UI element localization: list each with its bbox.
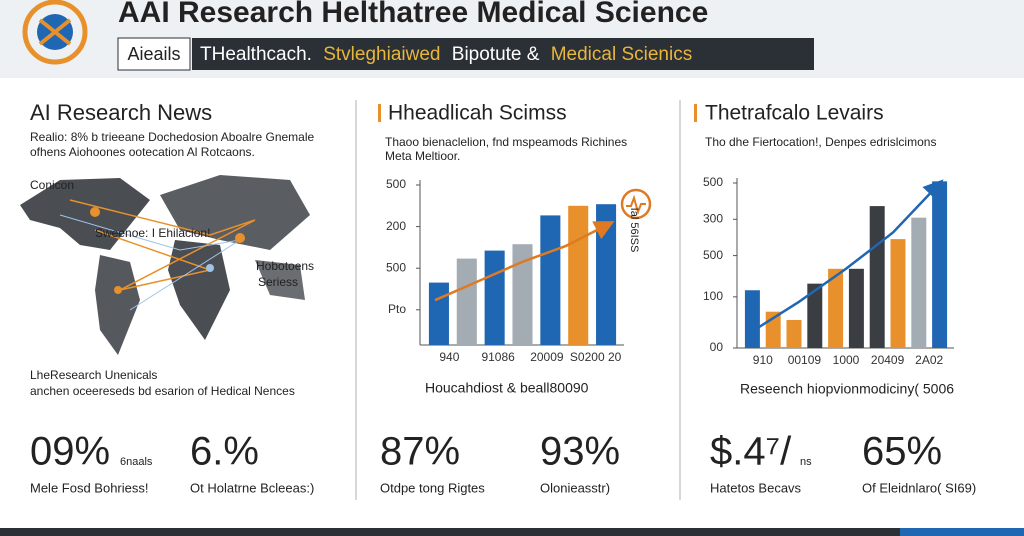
chart-title: Thetrafcalo Levairs (705, 102, 884, 125)
tag-box (117, 37, 191, 71)
map-label: Seriess (258, 275, 298, 289)
subtitle-part: Bipotute & (452, 44, 540, 65)
x-tick-label: 2A02 (915, 353, 943, 367)
x-tick-label: 20409 (871, 353, 905, 367)
bar (828, 268, 844, 348)
y-tick-label: Pto (388, 302, 406, 316)
news-footer: anchen oceereseds bd esarion of Hedical … (30, 384, 295, 398)
news-footer: LheResearch Unenicals (30, 368, 157, 382)
news-title: AI Research News (30, 100, 212, 125)
header-tag: Aieails (127, 44, 180, 64)
stat-value: 87% (380, 430, 460, 474)
bar (848, 268, 864, 348)
bar (869, 206, 885, 348)
stat-label: Otdpe tong Rigtes (380, 480, 485, 495)
map-label: Hobotoens (256, 259, 314, 273)
bar (807, 283, 823, 348)
news-line: ofhens Aiohoones ootecation Al Rotcaons. (30, 145, 255, 159)
map-label: Conicon (30, 178, 74, 192)
header-title: AAI Research Helthatree Medical Science (118, 0, 708, 29)
x-tick-label: 940 (439, 350, 459, 364)
bar (484, 250, 505, 345)
x-tick-label: 910 (753, 353, 773, 367)
footer-bar (0, 528, 1024, 536)
bar (786, 319, 802, 348)
stat-label: Olonieasstr) (540, 480, 610, 495)
accent (694, 104, 697, 122)
bar (428, 282, 449, 345)
chart-legend: Houcahdiost & beall80090 (425, 380, 589, 396)
stat-label: Ot Holatrne Bcleeas:) (190, 480, 314, 495)
bar (456, 258, 477, 345)
y-tick-label: 00 (710, 340, 724, 354)
bar (568, 205, 589, 345)
bar (596, 204, 617, 345)
x-tick-label: 91086 (481, 350, 515, 364)
accent (378, 104, 381, 122)
y-tick-label: 300 (703, 211, 723, 225)
stat-value: 6.% (190, 430, 259, 474)
stat-value: 65% (862, 430, 942, 474)
subtitle-part: Medical Scienics (551, 44, 693, 65)
bar (540, 215, 561, 345)
stat-value: $.4⁷/ (710, 430, 792, 474)
footer-accent (900, 528, 1024, 536)
header-subtitle: THealthcach. Stvleghiaiwed Bipotute & Me… (200, 44, 692, 65)
chart-legend: Reseench hiopvionmodiciny( 5006 (740, 381, 954, 397)
y-tick-label: 500 (386, 260, 406, 274)
bar (512, 244, 533, 345)
stat-note: ns (800, 456, 812, 468)
stat-value: 93% (540, 430, 620, 474)
stat-label: Of Eleidnlaro( SI69) (862, 480, 976, 495)
stat-label: Hatetos Becavs (710, 480, 802, 495)
chart-title: Hheadlicah Scimss (388, 102, 567, 125)
y-tick-label: 500 (703, 175, 723, 189)
trend-line (751, 179, 944, 333)
subtitle-part: Stvleghiaiwed (323, 44, 440, 65)
y-tick-label: 100 (703, 289, 723, 303)
news-line: Realio: 8% b trieeane Dochedosion Aboalr… (30, 130, 315, 144)
icon (626, 194, 646, 216)
chart-subtitle: Thaoo bienaclelion, fnd mspeamods Richin… (385, 135, 627, 149)
bar (744, 290, 760, 348)
y-tick-label: 200 (386, 219, 406, 233)
x-tick-label: 1000 (833, 353, 860, 367)
y-tick-label: 500 (386, 177, 406, 191)
chart-subtitle: Tho dhe Fiertocation!, Denpes edrislcimo… (705, 135, 936, 149)
x-tick-label: 20009 (530, 350, 564, 364)
side-label: Ial 56ISS (628, 208, 640, 253)
world-map (20, 175, 310, 355)
chart-subtitle: Meta Meltioor. (385, 149, 460, 163)
map-label: Sweenoe: I Ehilacion! (95, 226, 210, 240)
stat-value: 09% (30, 430, 110, 474)
x-tick-label: 00109 (788, 353, 822, 367)
subtitle-bar (192, 38, 814, 70)
y-tick-label: 500 (703, 248, 723, 262)
bar (890, 239, 906, 348)
x-tick-label: S0200 20 (570, 350, 622, 364)
bar (932, 181, 948, 348)
stat-note: 6naals (120, 456, 153, 468)
stat-label: Mele Fosd Bohriess! (30, 480, 149, 495)
subtitle-part: THealthcach. (200, 44, 312, 65)
logo (22, 0, 88, 65)
trend-line (434, 221, 615, 302)
bar (911, 217, 927, 348)
